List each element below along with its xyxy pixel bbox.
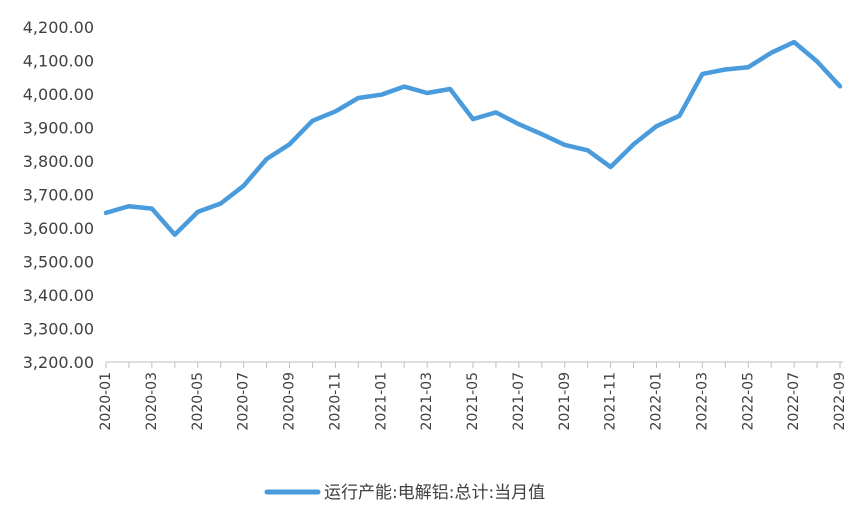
x-axis-ticks: 2020-01 2020-03 2020-05 2020-07 2020-09 2020-…: [98, 362, 848, 431]
y-tick-label: 3,200.00: [23, 353, 94, 372]
y-tick-label: 4,000.00: [23, 85, 94, 104]
x-tick-label: 2021-11: [603, 372, 619, 431]
x-tick-label: 2021-07: [511, 372, 527, 431]
y-tick-label: 4,100.00: [23, 52, 94, 71]
x-tick-label: 2020-05: [190, 372, 206, 431]
series-line: [103, 39, 843, 237]
x-tick-label: 2021-01: [373, 372, 389, 431]
y-axis-ticks: 4,200.00 4,100.00 4,000.00 3,900.00 3,800.00…: [23, 18, 94, 372]
x-tick-label: 2021-09: [557, 372, 573, 431]
x-tick-label: 2020-07: [236, 372, 252, 431]
x-tick-label: 2022-07: [786, 372, 802, 431]
y-tick-label: 4,200.00: [23, 18, 94, 37]
x-tick-label: 2021-05: [465, 372, 481, 431]
y-tick-label: 3,600.00: [23, 219, 94, 238]
x-tick-label: 2022-05: [740, 372, 756, 431]
y-tick-label: 3,300.00: [23, 320, 94, 339]
x-tick-label: 2020-11: [327, 372, 343, 431]
y-tick-label: 3,700.00: [23, 186, 94, 205]
x-tick-label: 2021-03: [419, 372, 435, 431]
x-tick-label: 2020-01: [98, 372, 114, 431]
x-tick-label: 2022-01: [649, 372, 665, 431]
legend-label: 运行产能:电解铝:总计:当月值: [324, 483, 545, 503]
x-tick-label: 2020-09: [282, 372, 298, 431]
series-layer: [103, 39, 843, 237]
x-tick-label: 2022-09: [832, 372, 848, 431]
legend: 运行产能:电解铝:总计:当月值: [264, 483, 545, 503]
x-tick-label: 2020-03: [144, 372, 160, 431]
y-tick-label: 3,400.00: [23, 286, 94, 305]
x-tick-label: 2022-03: [694, 372, 710, 431]
y-tick-label: 3,800.00: [23, 152, 94, 171]
y-tick-label: 3,900.00: [23, 119, 94, 138]
y-tick-label: 3,500.00: [23, 253, 94, 272]
